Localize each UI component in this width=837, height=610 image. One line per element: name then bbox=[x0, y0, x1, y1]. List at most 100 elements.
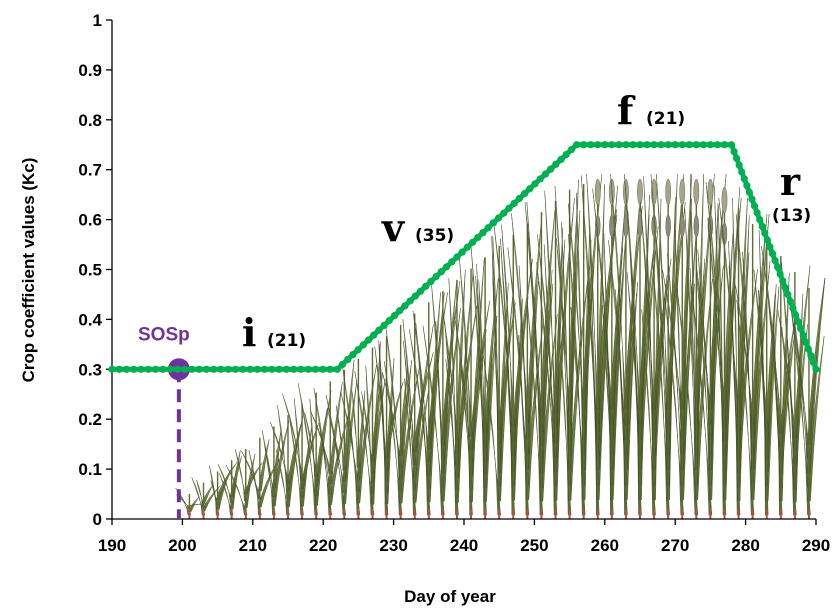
kc-point bbox=[181, 365, 189, 373]
y-tick-label: 0.7 bbox=[78, 161, 102, 180]
x-tick-label: 270 bbox=[661, 536, 689, 555]
kc-point bbox=[122, 365, 131, 373]
kc-point bbox=[573, 141, 581, 149]
kc-point bbox=[745, 188, 754, 196]
kc-point bbox=[776, 270, 784, 278]
kc-point bbox=[390, 312, 399, 320]
kc-point bbox=[771, 256, 779, 265]
kc-point bbox=[344, 355, 352, 364]
y-tick-label: 0.5 bbox=[78, 261, 102, 280]
kc-point bbox=[484, 224, 492, 232]
kc-point bbox=[766, 243, 774, 251]
x-tick-label: 230 bbox=[379, 536, 407, 555]
kc-point bbox=[526, 185, 534, 193]
wheat-plant bbox=[650, 173, 686, 519]
kc-point bbox=[290, 365, 298, 373]
kc-point bbox=[246, 365, 254, 373]
kc-point bbox=[802, 338, 810, 346]
kc-point bbox=[166, 365, 174, 373]
kc-point bbox=[385, 316, 393, 325]
kc-point bbox=[720, 141, 729, 149]
kc-point bbox=[268, 365, 276, 373]
y-tick-label: 0.2 bbox=[78, 410, 102, 429]
wheat-plant bbox=[340, 358, 377, 519]
kc-point bbox=[422, 282, 430, 290]
wheat-plant bbox=[402, 313, 434, 519]
y-tick-label: 0.4 bbox=[78, 310, 102, 329]
kc-point bbox=[152, 365, 160, 373]
kc-point bbox=[636, 141, 644, 149]
kc-point bbox=[442, 263, 451, 271]
kc-point bbox=[531, 180, 539, 188]
stage-initial: i (21) bbox=[242, 310, 306, 355]
x-tick-label: 210 bbox=[239, 536, 267, 555]
kc-point bbox=[809, 358, 818, 367]
kc-point bbox=[774, 263, 782, 271]
stage-ripening: r (13) bbox=[772, 159, 811, 226]
kc-point bbox=[740, 175, 748, 183]
kc-point bbox=[671, 141, 679, 149]
kc-point bbox=[779, 277, 787, 285]
kc-point bbox=[761, 229, 769, 237]
kc-point bbox=[282, 365, 291, 373]
wheat-plant bbox=[718, 197, 758, 519]
kc-point bbox=[411, 292, 419, 300]
kc-point bbox=[349, 351, 357, 359]
kc-point bbox=[326, 365, 334, 373]
kc-point bbox=[738, 168, 746, 176]
kc-point bbox=[521, 189, 529, 198]
wheat-plant bbox=[690, 173, 727, 519]
kc-point bbox=[552, 160, 560, 168]
x-tick-label: 190 bbox=[98, 536, 126, 555]
kc-point bbox=[188, 365, 196, 373]
kc-point bbox=[557, 155, 565, 163]
stage-flowering-letter: f bbox=[617, 88, 636, 133]
kc-point bbox=[812, 365, 820, 373]
wheat-plant bbox=[409, 292, 448, 519]
kc-point bbox=[807, 352, 815, 360]
kc-point bbox=[515, 194, 524, 203]
kc-point bbox=[692, 141, 700, 149]
kc-point bbox=[748, 195, 756, 203]
y-tick-label: 0.9 bbox=[78, 61, 102, 80]
kc-point bbox=[505, 204, 513, 212]
kc-point bbox=[370, 331, 378, 339]
kc-point bbox=[781, 284, 789, 292]
kc-point bbox=[217, 365, 225, 373]
kc-point bbox=[713, 141, 722, 149]
kc-point bbox=[416, 287, 425, 295]
sosp-label: SOSp bbox=[138, 324, 190, 345]
kc-point bbox=[750, 202, 759, 210]
kc-point bbox=[758, 222, 766, 231]
axes: 190 200 210 220 230 240 250 260 270 280 290 0 0.1 0.… bbox=[78, 11, 830, 555]
kc-point bbox=[239, 365, 247, 373]
x-tick-label: 220 bbox=[309, 536, 337, 555]
kc-point bbox=[173, 365, 182, 373]
kc-point bbox=[768, 250, 777, 258]
y-axis-ticks: 0 0.1 0.2 0.3 0.4 0.5 0.6 0.7 0.8 0.9 1 bbox=[78, 11, 112, 529]
kc-point bbox=[463, 243, 471, 251]
x-tick-label: 250 bbox=[520, 536, 548, 555]
kc-point bbox=[594, 141, 602, 149]
kc-point bbox=[261, 365, 269, 373]
y-tick-label: 0.6 bbox=[78, 211, 102, 230]
kc-point bbox=[643, 141, 651, 149]
kc-point bbox=[753, 209, 761, 217]
stage-vegetative: v (35) bbox=[381, 205, 454, 250]
kc-point bbox=[275, 365, 283, 373]
kc-series bbox=[108, 141, 820, 373]
kc-point bbox=[706, 141, 715, 149]
x-tick-label: 260 bbox=[591, 536, 619, 555]
kc-point bbox=[510, 199, 518, 207]
kc-point bbox=[458, 248, 466, 256]
x-tick-label: 280 bbox=[731, 536, 759, 555]
kc-point bbox=[536, 175, 544, 183]
kc-point bbox=[115, 365, 123, 373]
kc-point bbox=[253, 365, 261, 373]
kc-point bbox=[401, 302, 409, 310]
kc-point bbox=[547, 165, 555, 173]
y-axis-title: Crop coefficient values (Kc) bbox=[19, 158, 38, 383]
kc-point bbox=[743, 181, 751, 190]
